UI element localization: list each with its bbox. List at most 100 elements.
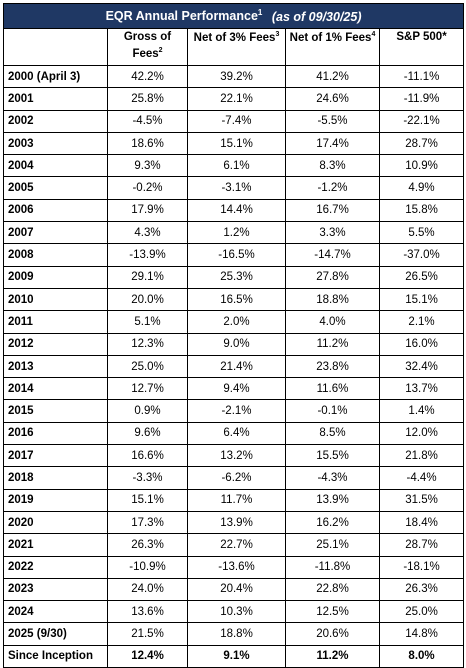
total-sp500: 8.0% [378,644,465,668]
row-net-3: 1.2% [187,221,286,245]
row-year: 2024 [3,600,108,624]
row-gross: 24.0% [107,577,188,602]
row-year: 2020 [3,510,108,535]
row-net-1: -5.5% [285,109,380,133]
row-year: 2009 [3,265,108,289]
row-net-1: -11.8% [285,555,380,579]
table-row: 2024 13.6% 10.3% 12.5% 25.0% [3,600,465,624]
column-header-net-3: Net of 3% Fees3 [187,28,286,66]
row-sp500: 18.4% [378,510,465,535]
row-gross: 25.8% [107,87,188,111]
row-net-1: 16.2% [285,510,380,535]
row-net-3: 21.4% [187,354,286,379]
row-year: 2011 [3,310,108,334]
row-net-1: 27.8% [285,265,380,289]
table-row: 2000 (April 3) 42.2% 39.2% 41.2% -11.1% [3,64,465,89]
total-net-1: 11.2% [285,644,380,668]
row-net-1: 22.8% [285,577,380,602]
row-net-1: -1.2% [285,176,380,200]
row-sp500: -4.4% [378,466,465,490]
row-net-1: -14.7% [285,243,380,267]
row-gross: 12.3% [107,332,188,356]
row-gross: 17.9% [107,198,188,223]
column-header-row: Gross of Fees2 Net of 3% Fees3 Net of 1%… [3,28,465,66]
table-row: 2002 -4.5% -7.4% -5.5% -22.1% [3,109,465,133]
row-year: 2003 [3,131,108,156]
table-title-as-of: (as of 09/30/25) [271,9,362,24]
table-row: 2020 17.3% 13.9% 16.2% 18.4% [3,510,465,535]
table-row: 2004 9.3% 6.1% 8.3% 10.9% [3,154,465,178]
row-sp500: 5.5% [378,221,465,245]
row-sp500: 14.8% [378,622,465,646]
row-net-3: -3.1% [187,176,286,200]
row-sp500: 31.5% [378,488,465,512]
row-net-1: 25.1% [285,533,380,557]
row-year: 2001 [3,87,108,111]
row-gross: 18.6% [107,131,188,156]
performance-table-container: EQR Annual Performance1 (as of 09/30/25)… [2,3,465,668]
row-gross: -10.9% [107,555,188,579]
table-row: 2010 20.0% 16.5% 18.8% 15.1% [3,287,465,312]
row-sp500: 21.8% [378,444,465,468]
row-year: 2015 [3,399,108,423]
row-sp500: 26.3% [378,577,465,602]
column-header-year [3,28,108,66]
row-net-1: 24.6% [285,87,380,111]
row-net-1: 8.3% [285,154,380,178]
row-net-1: -0.1% [285,399,380,423]
row-sp500: -11.1% [378,64,465,89]
row-year: 2025 (9/30) [3,622,108,646]
row-sp500: -22.1% [378,109,465,133]
row-net-3: 39.2% [187,64,286,89]
table-row: 2016 9.6% 6.4% 8.5% 12.0% [3,421,465,446]
row-year: 2022 [3,555,108,579]
row-gross: 42.2% [107,64,188,89]
table-row: 2011 5.1% 2.0% 4.0% 2.1% [3,310,465,334]
column-header-gross: Gross of Fees2 [107,28,188,66]
row-year: 2000 (April 3) [3,64,108,89]
row-net-1: 11.2% [285,332,380,356]
row-year: 2013 [3,354,108,379]
table-row: 2015 0.9% -2.1% -0.1% 1.4% [3,399,465,423]
row-gross: 5.1% [107,310,188,334]
row-sp500: 4.9% [378,176,465,200]
row-net-1: 16.7% [285,198,380,223]
row-net-1: 12.5% [285,600,380,624]
row-sp500: 10.9% [378,154,465,178]
row-net-3: 13.2% [187,444,286,468]
column-header-net-1: Net of 1% Fees4 [285,28,380,66]
row-year: 2021 [3,533,108,557]
row-gross: 17.3% [107,510,188,535]
row-gross: 20.0% [107,287,188,312]
row-net-3: 20.4% [187,577,286,602]
row-year: 2019 [3,488,108,512]
row-net-1: 17.4% [285,131,380,156]
row-sp500: -18.1% [378,555,465,579]
total-net-3: 9.1% [187,644,286,668]
row-gross: -4.5% [107,109,188,133]
total-gross: 12.4% [107,644,188,668]
row-sp500: 1.4% [378,399,465,423]
row-net-3: 10.3% [187,600,286,624]
row-net-3: -2.1% [187,399,286,423]
table-row: 2012 12.3% 9.0% 11.2% 16.0% [3,332,465,356]
row-net-1: 15.5% [285,444,380,468]
row-sp500: 16.0% [378,332,465,356]
since-inception-row: Since Inception 12.4% 9.1% 11.2% 8.0% [3,644,465,668]
table-body: 2000 (April 3) 42.2% 39.2% 41.2% -11.1% 2001 2… [3,64,465,668]
row-net-3: 6.4% [187,421,286,446]
row-net-3: -7.4% [187,109,286,133]
table-row: 2014 12.7% 9.4% 11.6% 13.7% [3,377,465,401]
table-row: 2019 15.1% 11.7% 13.9% 31.5% [3,488,465,512]
row-gross: 29.1% [107,265,188,289]
row-net-3: -16.5% [187,243,286,267]
row-gross: 12.7% [107,377,188,401]
table-title-main: EQR Annual Performance [105,9,258,24]
row-net-1: 3.3% [285,221,380,245]
column-header-net-1-label: Net of 1% Fees [289,31,372,44]
row-net-1: 8.5% [285,421,380,446]
row-net-1: 11.6% [285,377,380,401]
table-row: 2022 -10.9% -13.6% -11.8% -18.1% [3,555,465,579]
row-net-1: 41.2% [285,64,380,89]
gross-footnote-marker: 2 [158,47,163,54]
